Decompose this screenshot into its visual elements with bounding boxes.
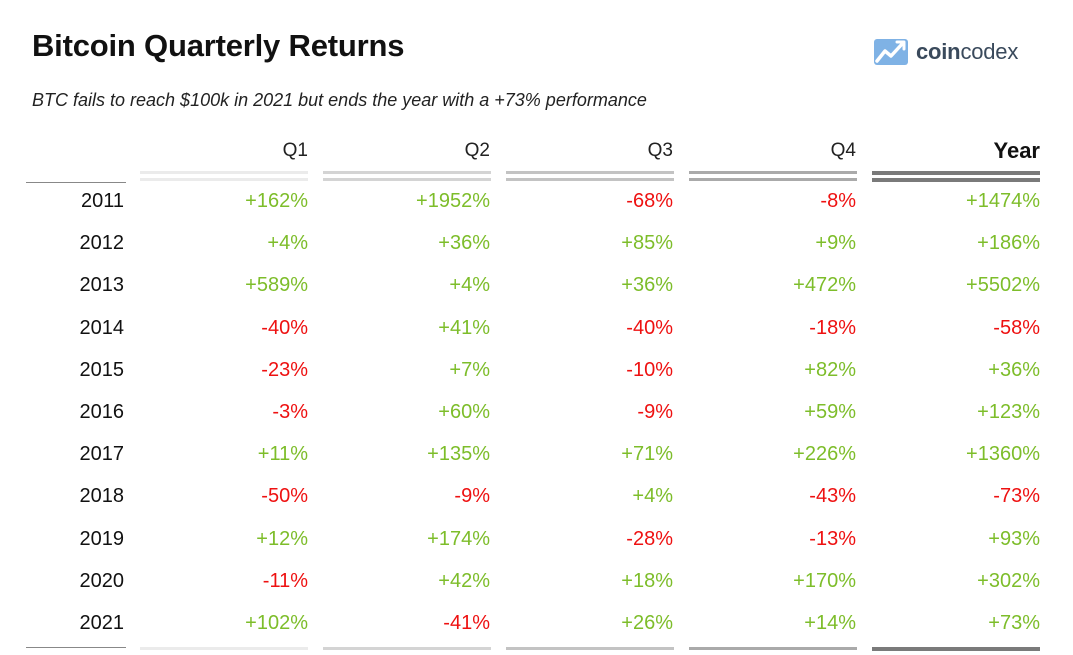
- row-label-2018: 2018: [79, 485, 125, 508]
- column-rule-q1-bottom: [140, 647, 308, 650]
- column-rule-q2-top-2: [323, 178, 491, 181]
- cell-2020-year: +302%: [977, 569, 1040, 592]
- coincodex-logo-text: coincodex: [916, 39, 1019, 64]
- cell-2021-year: +73%: [988, 612, 1040, 634]
- cell-2013-q4: +472%: [793, 274, 856, 297]
- cell-2017-q2: +135%: [427, 443, 490, 466]
- cell-2012-q1: +4%: [267, 232, 308, 255]
- cell-2018-year: -73%: [993, 485, 1040, 508]
- cell-2014-year: -58%: [993, 316, 1040, 339]
- row-label-2015: 2015: [79, 358, 125, 381]
- cell-2011-q4: -8%: [820, 190, 856, 212]
- cell-2013-year: +5502%: [966, 274, 1040, 297]
- cell-2021-q4: +14%: [804, 612, 856, 634]
- cell-2015-q1: -23%: [261, 358, 308, 381]
- cell-2016-q3: -9%: [637, 401, 673, 423]
- cell-2014-q4: -18%: [809, 316, 856, 339]
- cell-2016-q1: -3%: [272, 401, 308, 423]
- cell-2018-q1: -50%: [261, 485, 308, 508]
- cell-2017-q1: +11%: [257, 443, 308, 466]
- cell-2019-q2: +174%: [427, 527, 490, 550]
- column-rule-q4-bottom: [689, 647, 857, 650]
- row-label-2012: 2012: [79, 232, 125, 255]
- column-header-q1: Q1: [282, 140, 308, 161]
- row-label-2011: 2011: [80, 190, 124, 212]
- label-column-rule-top: [26, 182, 126, 183]
- cell-2016-year: +123%: [977, 401, 1040, 423]
- cell-2020-q4: +170%: [793, 569, 856, 592]
- cell-2021-q2: -41%: [443, 612, 490, 634]
- cell-2019-q4: -13%: [809, 527, 856, 550]
- cell-2020-q1: -11%: [262, 569, 308, 592]
- row-label-2017: 2017: [79, 443, 125, 466]
- coincodex-logo-icon: [874, 39, 908, 65]
- column-rule-q2-top: [323, 171, 491, 174]
- cell-2018-q2: -9%: [454, 485, 490, 508]
- cell-2012-q3: +85%: [621, 232, 673, 255]
- column-rule-q3-top: [506, 171, 674, 174]
- cell-2017-year: +1360%: [966, 443, 1040, 466]
- column-rule-q4-top-2: [689, 178, 857, 181]
- coincodex-logo: coincodex: [873, 37, 1018, 67]
- cell-2012-year: +186%: [977, 232, 1040, 255]
- chart-subtitle: BTC fails to reach $100k in 2021 but end…: [32, 90, 647, 110]
- chart-title: Bitcoin Quarterly Returns: [32, 28, 405, 63]
- label-column-rule-bottom: [26, 647, 126, 648]
- row-label-2014: 2014: [79, 316, 125, 339]
- column-header-q2: Q2: [464, 140, 490, 161]
- cell-2011-q2: +1952%: [416, 190, 490, 212]
- column-rule-q3-bottom: [506, 647, 674, 650]
- cell-2015-q3: -10%: [626, 358, 673, 381]
- column-rule-q3-top-2: [506, 178, 674, 181]
- column-rule-q4-top: [689, 171, 857, 174]
- cell-2013-q1: +589%: [245, 274, 308, 297]
- column-rule-year-top-2: [872, 178, 1040, 182]
- cell-2021-q3: +26%: [621, 612, 673, 634]
- cell-2012-q4: +9%: [815, 232, 856, 255]
- cell-2017-q3: +71%: [621, 443, 673, 466]
- cell-2011-q3: -68%: [626, 190, 673, 212]
- cell-2015-q4: +82%: [804, 358, 856, 381]
- cell-2019-q1: +12%: [256, 527, 308, 550]
- cell-2021-q1: +102%: [245, 612, 308, 634]
- cell-2018-q3: +4%: [632, 485, 673, 508]
- cell-2016-q2: +60%: [438, 401, 490, 423]
- cell-2014-q1: -40%: [261, 316, 308, 339]
- column-rule-q1-top: [140, 171, 308, 174]
- cell-2015-year: +36%: [988, 358, 1040, 381]
- column-rule-q2-bottom: [323, 647, 491, 650]
- cell-2020-q2: +42%: [438, 569, 490, 592]
- cell-2011-q1: +162%: [245, 190, 308, 212]
- cell-2013-q3: +36%: [621, 274, 673, 297]
- column-rule-year-bottom: [872, 647, 1040, 651]
- cell-2014-q3: -40%: [626, 316, 673, 339]
- row-label-2013: 2013: [79, 274, 125, 297]
- cell-2020-q3: +18%: [621, 569, 673, 592]
- cell-2011-year: +1474%: [966, 190, 1040, 212]
- column-header-year: Year: [993, 138, 1041, 163]
- row-label-2019: 2019: [79, 527, 125, 550]
- cell-2012-q2: +36%: [438, 232, 490, 255]
- cell-2015-q2: +7%: [449, 358, 490, 381]
- cell-2019-year: +93%: [988, 527, 1040, 550]
- cell-2017-q4: +226%: [793, 443, 856, 466]
- cell-2013-q2: +4%: [449, 274, 490, 297]
- cell-2019-q3: -28%: [626, 527, 673, 550]
- cell-2014-q2: +41%: [438, 316, 490, 339]
- row-label-2021: 2021: [79, 612, 125, 634]
- column-header-q4: Q4: [830, 140, 856, 161]
- cell-2018-q4: -43%: [809, 485, 856, 508]
- column-header-q3: Q3: [647, 140, 673, 161]
- cell-2016-q4: +59%: [804, 401, 856, 423]
- column-rule-q1-top-2: [140, 178, 308, 181]
- column-rule-year-top: [872, 171, 1040, 175]
- row-label-2016: 2016: [79, 401, 125, 423]
- row-label-2020: 2020: [79, 569, 125, 592]
